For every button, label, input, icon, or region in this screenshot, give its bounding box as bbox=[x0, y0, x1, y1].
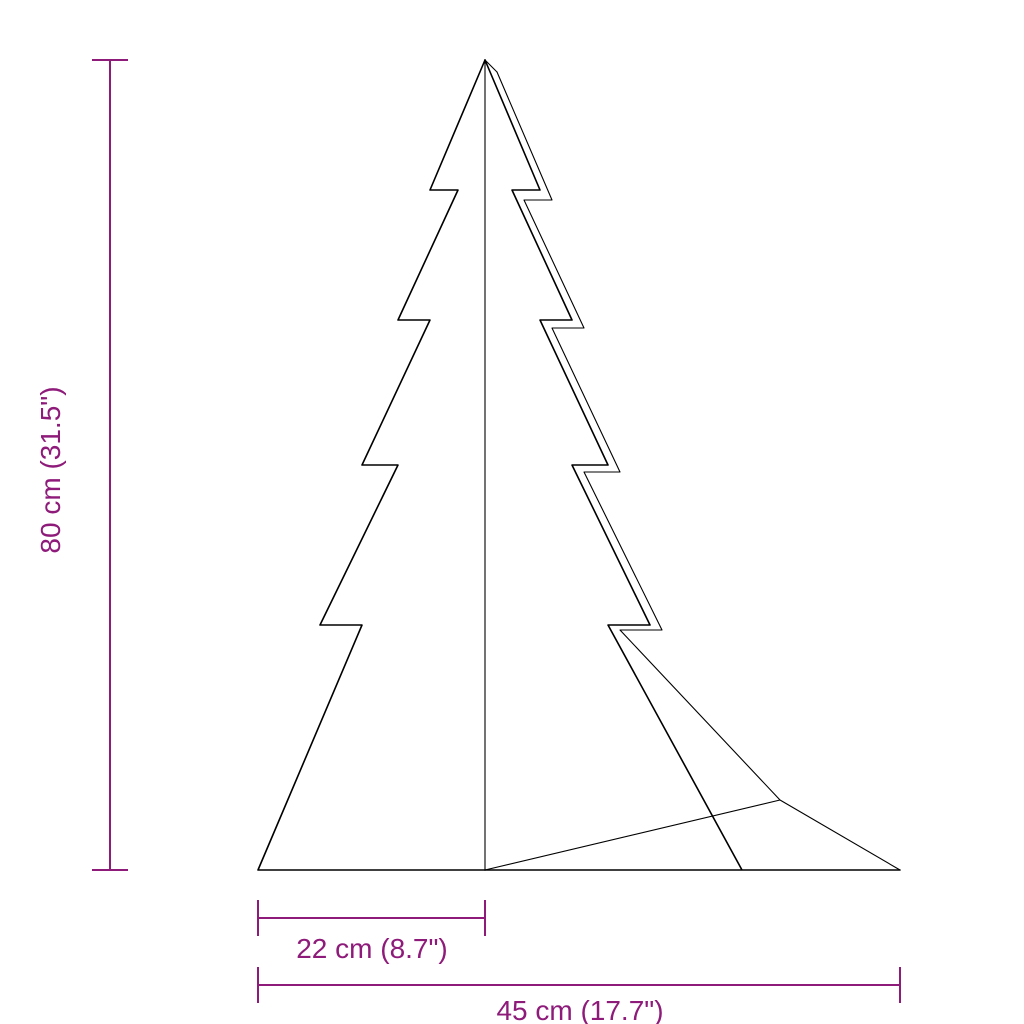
dimension-depth: 22 cm (8.7") bbox=[258, 900, 485, 964]
dimension-width: 45 cm (17.7") bbox=[258, 967, 900, 1024]
dimension-diagram: 80 cm (31.5") 22 cm (8.7") 45 cm (17.7") bbox=[0, 0, 1024, 1024]
tree-back-panel-edge bbox=[497, 72, 780, 800]
tree-left-panel bbox=[258, 60, 485, 870]
tree-right-panel bbox=[485, 60, 900, 870]
tree-base-right-edge bbox=[780, 800, 900, 870]
dim-label-height: 80 cm (31.5") bbox=[35, 386, 66, 553]
dim-label: 22 cm (8.7") bbox=[296, 933, 448, 964]
dimension-height: 80 cm (31.5") bbox=[35, 60, 128, 870]
tree-drawing bbox=[258, 60, 900, 870]
dim-label: 45 cm (17.7") bbox=[496, 995, 663, 1024]
